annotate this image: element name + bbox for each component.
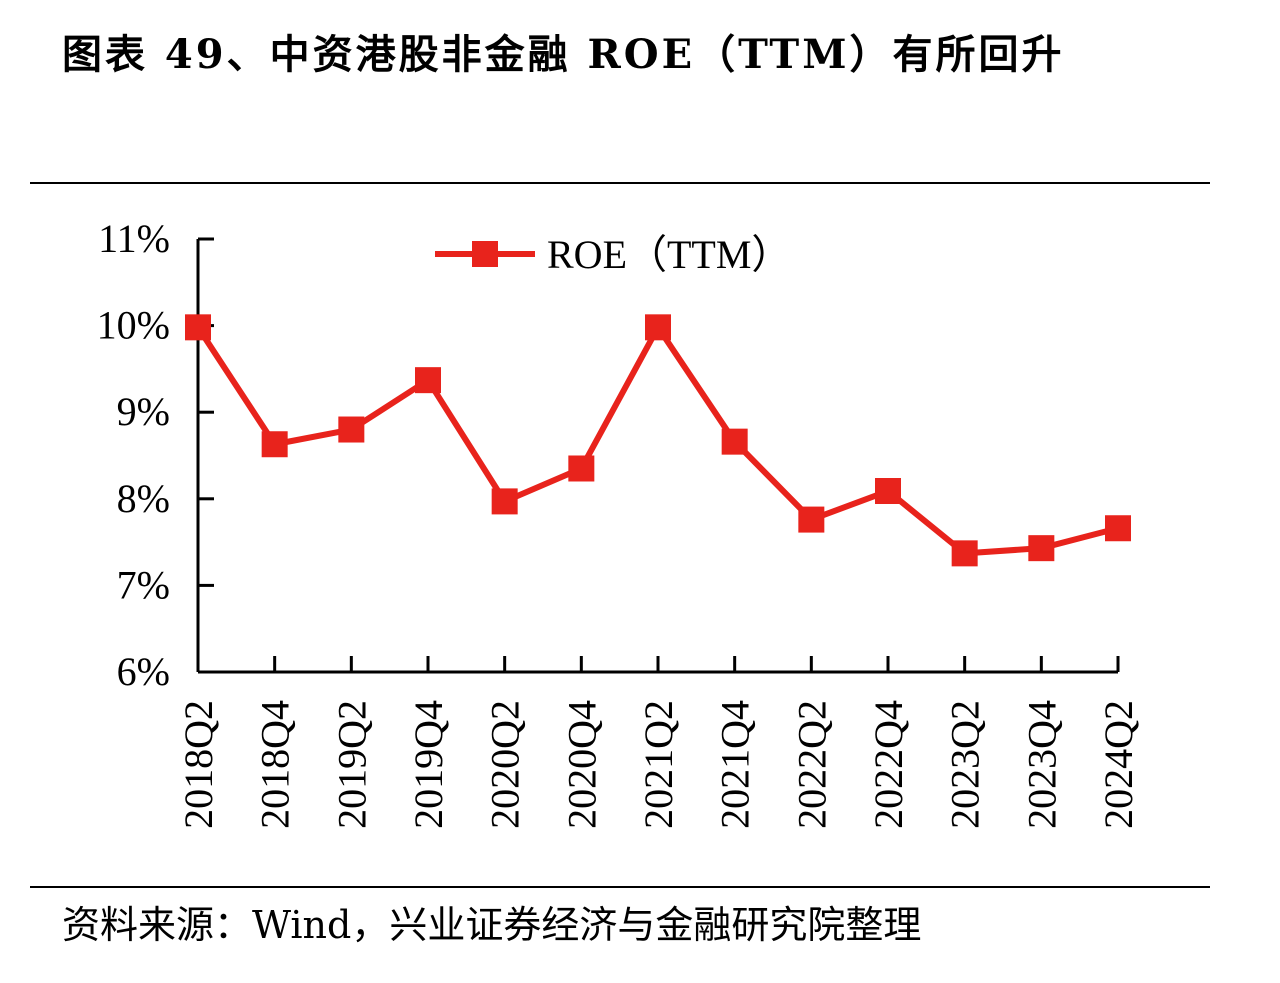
source-note: 资料来源：Wind，兴业证券经济与金融研究院整理 <box>62 903 922 947</box>
series-layer <box>185 314 1131 567</box>
data-point <box>1028 535 1055 562</box>
y-tick-label: 8% <box>117 476 170 521</box>
y-tick-label: 7% <box>117 562 170 607</box>
data-point <box>568 455 595 482</box>
chart-axes <box>196 237 1120 674</box>
data-point <box>875 478 901 505</box>
x-tick-label: 2019Q2 <box>329 700 374 829</box>
data-point <box>185 314 211 341</box>
data-point <box>645 314 671 341</box>
y-tick-label: 11% <box>98 216 170 261</box>
x-tick-label: 2024Q2 <box>1096 700 1141 829</box>
x-tick-label: 2022Q2 <box>789 700 834 829</box>
bottom-divider <box>30 886 1210 888</box>
x-tick-label: 2023Q4 <box>1019 700 1064 829</box>
x-tick-label: 2022Q4 <box>866 700 911 829</box>
x-tick-label: 2021Q4 <box>713 700 758 829</box>
y-tick-label: 9% <box>117 389 170 434</box>
series-line <box>195 324 1119 557</box>
y-tick-labels: 6% 7% 8% 9% 10% 11% <box>97 216 170 694</box>
x-tick-labels: 2018Q2 2018Q4 2019Q2 2019Q4 2020Q2 2020Q4 2021… <box>176 700 1141 829</box>
data-point <box>951 540 978 567</box>
top-divider <box>30 182 1210 184</box>
data-point <box>338 416 365 443</box>
x-tick-label: 2018Q4 <box>253 700 298 829</box>
data-point <box>1105 515 1131 542</box>
x-tick-label: 2021Q2 <box>636 700 681 829</box>
x-tick-label: 2018Q2 <box>176 700 221 829</box>
x-tick-label: 2023Q2 <box>943 700 988 829</box>
legend-label: ROE（TTM） <box>547 232 791 277</box>
y-tick-label: 6% <box>117 649 170 694</box>
y-tick-label: 10% <box>97 303 170 348</box>
data-point <box>415 367 441 394</box>
x-tick-label: 2019Q4 <box>406 700 451 829</box>
data-point <box>721 428 748 455</box>
x-tick-label: 2020Q4 <box>559 700 604 829</box>
x-tick-label: 2020Q2 <box>483 700 528 829</box>
data-point <box>491 488 518 515</box>
data-point <box>798 506 825 533</box>
chart-legend: ROE（TTM） <box>435 232 791 277</box>
legend-marker <box>472 241 498 267</box>
data-point <box>261 431 288 458</box>
page-title: 图表 49、中资港股非金融 ROE（TTM）有所回升 <box>62 31 1065 78</box>
